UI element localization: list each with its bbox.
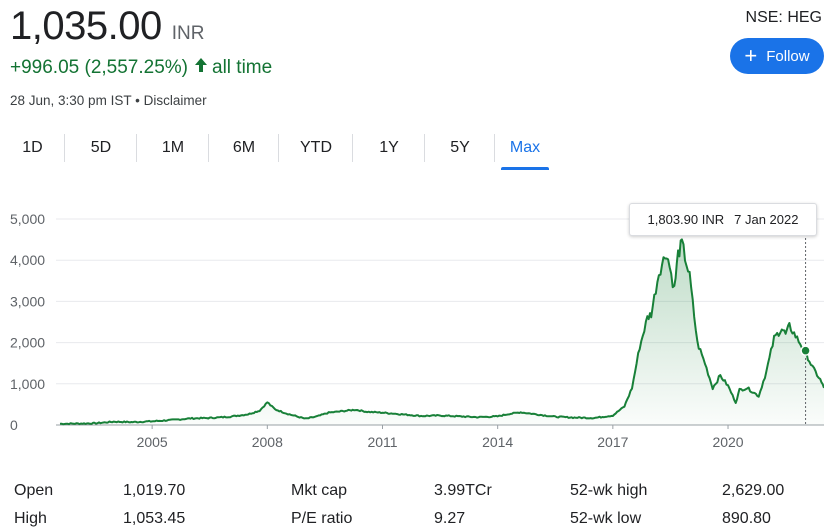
stat-value-mkt-cap: 3.99TCr [434,482,492,499]
tab-label: 5Y [450,139,470,156]
tooltip-value: 1,803.90 INR [647,212,725,227]
stat-value-52wk-low: 890.80 [722,510,771,527]
stat-value-pe-ratio: 9.27 [434,510,466,527]
disclaimer-link[interactable]: Disclaimer [143,93,207,108]
y-tick-label: 2,000 [10,335,45,351]
x-tick-label: 2017 [597,434,628,450]
tab-label: 1M [161,139,185,156]
y-tick-label: 5,000 [10,211,45,227]
tooltip-date: 7 Jan 2022 [734,212,799,227]
tab-6m[interactable]: 6M [209,130,279,166]
price-header: 1,035.00 INR [10,4,204,49]
tab-5y[interactable]: 5Y [425,130,495,166]
y-tick-label: 0 [10,417,18,433]
plus-icon: + [744,43,758,68]
x-tick-label: 2014 [482,434,513,450]
change-value: +996.05 (2,557.25%) [10,57,188,78]
active-tab-indicator [501,167,549,170]
stat-label-high: High [14,510,47,527]
change-period: all time [212,57,273,78]
y-tick-label: 1,000 [10,376,45,392]
timestamp: 28 Jun, 3:30 pm IST [10,93,132,108]
separator-dot: • [135,93,144,108]
stat-label-pe-ratio: P/E ratio [291,510,353,527]
stat-value-open: 1,019.70 [123,482,186,499]
tab-1y[interactable]: 1Y [353,130,425,166]
x-tick-label: 2020 [712,434,743,450]
price-area [60,239,824,425]
stat-value-52wk-high: 2,629.00 [722,482,785,499]
tab-1d[interactable]: 1D [0,130,65,166]
stat-label-52wk-low: 52-wk low [570,510,642,527]
timestamp-row: 28 Jun, 3:30 pm IST • Disclaimer [10,93,207,108]
tab-label: 6M [232,139,256,156]
exchange-ticker: NSE: HEG [745,9,822,26]
x-tick-label: 2005 [137,434,168,450]
currency-label: INR [171,23,205,44]
chart-tooltip: 1,803.90 INR 7 Jan 2022 [629,203,817,236]
tab-label: YTD [300,139,332,156]
tab-1m[interactable]: 1M [137,130,209,166]
follow-button[interactable]: + Follow [730,38,824,74]
hover-marker [800,345,811,356]
price-change: +996.05 (2,557.25%) all time [10,57,272,79]
tab-label: 1Y [379,139,399,156]
y-tick-label: 4,000 [10,252,45,268]
stat-label-52wk-high: 52-wk high [570,482,648,499]
current-price: 1,035.00 [10,4,162,48]
tab-max[interactable]: Max [495,130,555,170]
price-chart[interactable]: 0 1,000 2,000 3,000 4,000 5,000 2005 2008 2011 20… [0,180,824,460]
tab-5d[interactable]: 5D [65,130,137,166]
stat-label-open: Open [14,482,54,499]
tab-label: 1D [22,139,43,156]
x-tick-label: 2011 [367,434,397,450]
range-tabs: 1D 5D 1M 6M YTD 1Y 5Y Max [0,130,555,170]
tab-label: 5D [90,139,112,156]
arrow-up-icon [194,57,208,79]
stat-value-high: 1,053.45 [123,510,186,527]
tab-label: Max [509,139,541,156]
follow-label: Follow [766,47,810,65]
stat-label-mkt-cap: Mkt cap [291,482,348,499]
price-line [59,238,824,426]
tab-ytd[interactable]: YTD [279,130,353,166]
y-tick-label: 3,000 [10,293,45,309]
x-tick-label: 2008 [252,434,283,450]
